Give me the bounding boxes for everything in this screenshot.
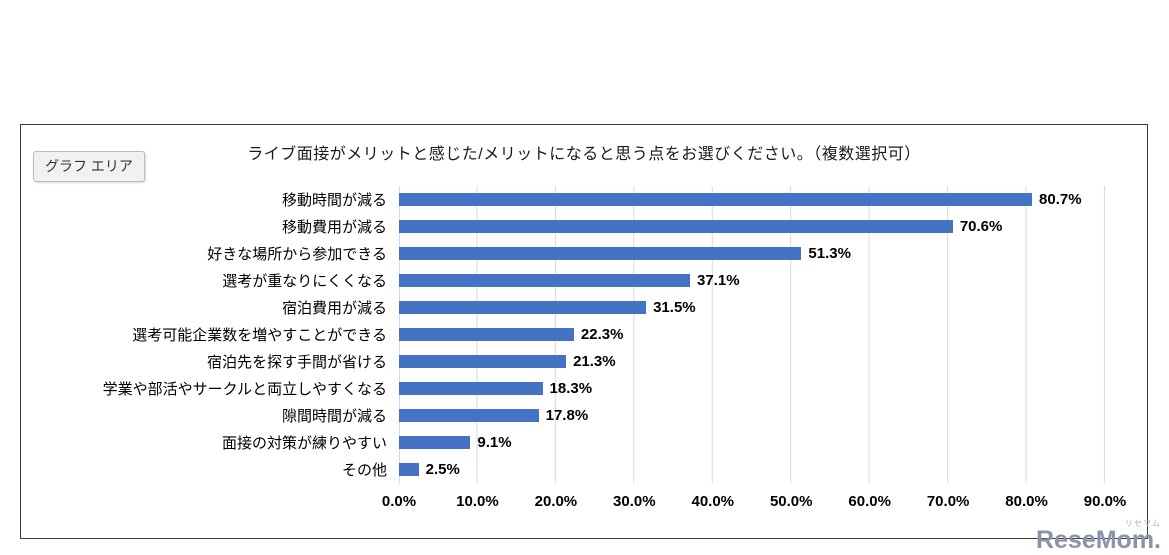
chart-title: ライブ面接がメリットと感じた/メリットになると思う点をお選びください。（複数選択…	[247, 146, 921, 163]
bar-rows: 移動時間が減る 80.7% 移動費用が減る 70.6% 好きな場所から参加できる 51.3…	[21, 186, 1147, 483]
bar-row: 学業や部活やサークルと両立しやすくなる 18.3%	[21, 375, 1147, 402]
bar-track: 21.3%	[399, 348, 1105, 375]
bar[interactable]	[399, 409, 539, 422]
bar-row: 隙間時間が減る 17.8%	[21, 402, 1147, 429]
x-tick-label: 90.0%	[1083, 493, 1127, 510]
bar-track: 37.1%	[399, 267, 1105, 294]
bar-row: 宿泊先を探す手間が省ける 21.3%	[21, 348, 1147, 375]
bar[interactable]	[399, 355, 567, 368]
bar-row: 移動費用が減る 70.6%	[21, 213, 1147, 240]
bar[interactable]	[399, 301, 647, 314]
value-label: 17.8%	[545, 407, 589, 424]
category-label: 隙間時間が減る	[281, 408, 387, 425]
bar[interactable]	[399, 193, 1033, 206]
x-tick-label: 40.0%	[691, 493, 735, 510]
category-label: 宿泊費用が減る	[281, 300, 387, 317]
bar[interactable]	[399, 328, 574, 341]
bar-row: 移動時間が減る 80.7%	[21, 186, 1147, 213]
bar-row: その他 2.5%	[21, 456, 1147, 483]
bar-track: 9.1%	[399, 429, 1105, 456]
bar-track: 18.3%	[399, 375, 1105, 402]
bar-row: 面接の対策が練りやすい 9.1%	[21, 429, 1147, 456]
bar-track: 2.5%	[399, 456, 1105, 483]
bar-row: 選考が重なりにくくなる 37.1%	[21, 267, 1147, 294]
bar-row: 選考可能企業数を増やすことができる 22.3%	[21, 321, 1147, 348]
value-label: 18.3%	[549, 380, 593, 397]
bar[interactable]	[399, 436, 471, 449]
value-label: 37.1%	[697, 272, 740, 289]
category-label: 選考可能企業数を増やすことができる	[132, 327, 387, 344]
plot-area: 移動時間が減る 80.7% 移動費用が減る 70.6% 好きな場所から参加できる 51.3…	[21, 186, 1147, 515]
x-tick-label: 80.0%	[1005, 493, 1048, 510]
x-tick-label: 10.0%	[456, 493, 499, 510]
x-tick-label: 60.0%	[848, 493, 891, 510]
bar-track: 31.5%	[399, 294, 1105, 321]
category-label: 移動時間が減る	[281, 192, 387, 209]
bar[interactable]	[399, 274, 691, 287]
x-tick-label: 30.0%	[613, 493, 656, 510]
bar-track: 22.3%	[399, 321, 1105, 348]
x-tick-label: 0.0%	[381, 493, 417, 510]
watermark-logo: ReseMom.	[1035, 526, 1161, 554]
category-label: 宿泊先を探す手間が省ける	[206, 354, 387, 371]
value-label: 21.3%	[573, 353, 616, 370]
bar[interactable]	[399, 220, 953, 233]
value-label: 51.3%	[808, 245, 851, 262]
category-label: 移動費用が減る	[281, 219, 387, 236]
category-label: 面接の対策が練りやすい	[221, 435, 387, 452]
x-tick-label: 70.0%	[926, 493, 970, 510]
category-label: その他	[341, 462, 387, 479]
watermark-subtext: リセマム	[1125, 519, 1161, 528]
bar-track: 17.8%	[399, 402, 1105, 429]
bar-row: 宿泊費用が減る 31.5%	[21, 294, 1147, 321]
bar[interactable]	[399, 382, 543, 395]
value-label: 80.7%	[1039, 191, 1082, 208]
chart-area-tooltip: グラフ エリア	[33, 151, 145, 182]
chart-area[interactable]: グラフ エリア ライブ面接がメリットと感じた/メリットになると思う点をお選びくだ…	[20, 124, 1148, 539]
x-tick-label: 50.0%	[769, 493, 813, 510]
bar-track: 51.3%	[399, 240, 1105, 267]
category-label: 学業や部活やサークルと両立しやすくなる	[102, 381, 387, 398]
bar-row: 好きな場所から参加できる 51.3%	[21, 240, 1147, 267]
value-label: 22.3%	[580, 326, 624, 343]
bar[interactable]	[399, 463, 419, 476]
value-label: 2.5%	[425, 461, 460, 478]
x-tick-label: 20.0%	[534, 493, 578, 510]
bar-track: 80.7%	[399, 186, 1105, 213]
bar[interactable]	[399, 247, 802, 260]
value-label: 9.1%	[477, 434, 512, 451]
category-label: 選考が重なりにくくなる	[222, 273, 387, 290]
x-axis: 0.0% 10.0% 20.0% 30.0% 40.0% 50.0% 60.0% 70.0% 8…	[382, 493, 1126, 515]
value-label: 70.6%	[959, 218, 1003, 235]
bar-track: 70.6%	[399, 213, 1105, 240]
value-label: 31.5%	[653, 299, 696, 316]
watermark: リセマム ReseMom.	[1036, 520, 1161, 553]
category-label: 好きな場所から参加できる	[207, 246, 387, 263]
